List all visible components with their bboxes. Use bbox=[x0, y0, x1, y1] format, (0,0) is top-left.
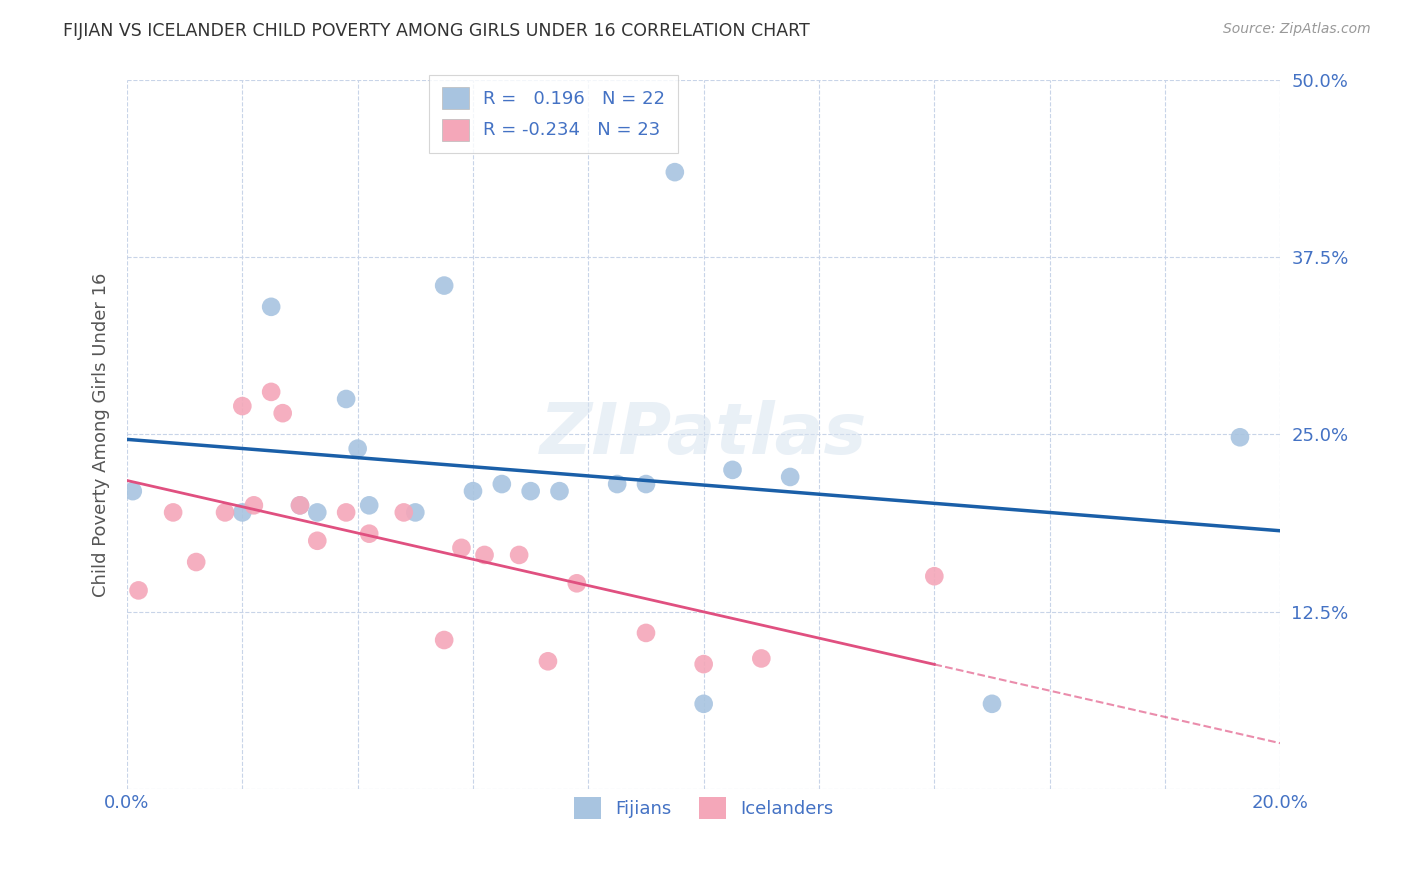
Point bbox=[307, 505, 329, 519]
Point bbox=[491, 477, 513, 491]
Point bbox=[634, 477, 657, 491]
Point bbox=[692, 657, 714, 672]
Point bbox=[128, 583, 150, 598]
Point bbox=[243, 499, 266, 513]
Point bbox=[749, 651, 772, 665]
Point bbox=[186, 555, 208, 569]
Point bbox=[214, 505, 236, 519]
Point bbox=[404, 505, 426, 519]
Point bbox=[450, 541, 472, 555]
Point bbox=[307, 533, 329, 548]
Text: FIJIAN VS ICELANDER CHILD POVERTY AMONG GIRLS UNDER 16 CORRELATION CHART: FIJIAN VS ICELANDER CHILD POVERTY AMONG … bbox=[63, 22, 810, 40]
Point bbox=[519, 484, 541, 499]
Point bbox=[664, 165, 686, 179]
Y-axis label: Child Poverty Among Girls Under 16: Child Poverty Among Girls Under 16 bbox=[93, 272, 110, 597]
Point bbox=[271, 406, 294, 420]
Point bbox=[231, 505, 253, 519]
Point bbox=[779, 470, 801, 484]
Text: Source: ZipAtlas.com: Source: ZipAtlas.com bbox=[1223, 22, 1371, 37]
Point bbox=[721, 463, 744, 477]
Point bbox=[565, 576, 588, 591]
Point bbox=[692, 697, 714, 711]
Point bbox=[433, 633, 456, 648]
Point bbox=[392, 505, 415, 519]
Point bbox=[231, 399, 253, 413]
Point bbox=[288, 499, 311, 513]
Point bbox=[288, 499, 311, 513]
Point bbox=[606, 477, 628, 491]
Point bbox=[508, 548, 530, 562]
Point bbox=[359, 499, 381, 513]
Point bbox=[474, 548, 496, 562]
Point bbox=[335, 505, 357, 519]
Point bbox=[981, 697, 1004, 711]
Point bbox=[924, 569, 946, 583]
Point bbox=[260, 300, 283, 314]
Point bbox=[346, 442, 368, 456]
Text: ZIPatlas: ZIPatlas bbox=[540, 400, 868, 469]
Point bbox=[1229, 430, 1251, 444]
Point bbox=[121, 484, 143, 499]
Point bbox=[537, 654, 560, 668]
Point bbox=[260, 384, 283, 399]
Point bbox=[433, 278, 456, 293]
Point bbox=[634, 626, 657, 640]
Legend: Fijians, Icelanders: Fijians, Icelanders bbox=[562, 786, 845, 830]
Point bbox=[461, 484, 484, 499]
Point bbox=[359, 526, 381, 541]
Point bbox=[548, 484, 571, 499]
Point bbox=[162, 505, 184, 519]
Point bbox=[335, 392, 357, 406]
